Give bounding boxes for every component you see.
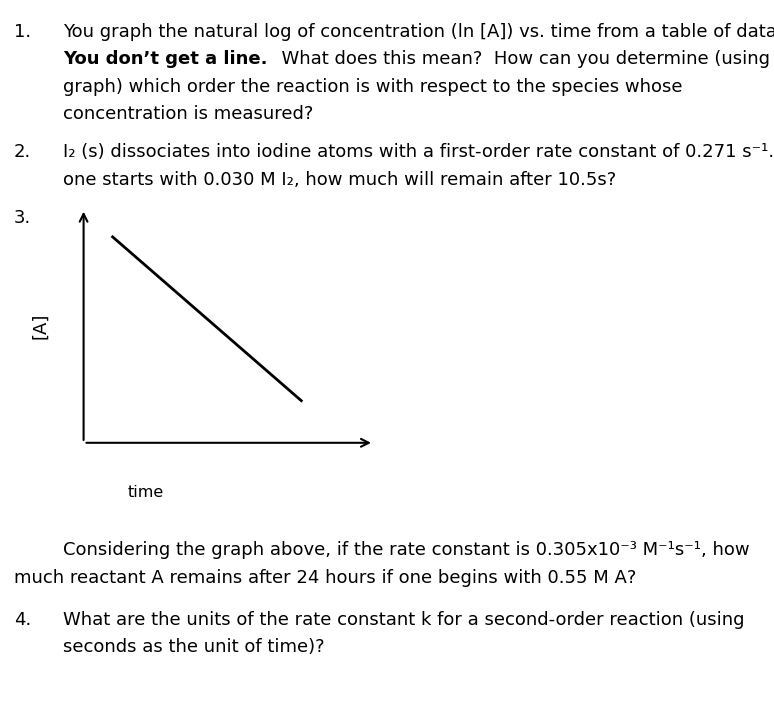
Text: 4.: 4. <box>14 611 31 629</box>
Text: What are the units of the rate constant k for a second-order reaction (using: What are the units of the rate constant … <box>63 611 745 629</box>
Text: much reactant A remains after 24 hours if one begins with 0.55 M A?: much reactant A remains after 24 hours i… <box>14 569 636 587</box>
Text: You don’t get a line.: You don’t get a line. <box>63 50 268 68</box>
Text: graph) which order the reaction is with respect to the species whose: graph) which order the reaction is with … <box>63 78 683 96</box>
Text: You graph the natural log of concentration (ln [A]) vs. time from a table of dat: You graph the natural log of concentrati… <box>63 23 774 41</box>
Text: concentration is measured?: concentration is measured? <box>63 105 313 123</box>
Text: one starts with 0.030 M I₂, how much will remain after 10.5s?: one starts with 0.030 M I₂, how much wil… <box>63 171 617 189</box>
Text: 1.: 1. <box>14 23 31 41</box>
Text: What does this mean?  How can you determine (using a: What does this mean? How can you determi… <box>269 50 774 68</box>
Text: time: time <box>127 485 163 500</box>
Text: seconds as the unit of time)?: seconds as the unit of time)? <box>63 638 325 656</box>
Text: 2.: 2. <box>14 143 31 161</box>
Text: I₂ (s) dissociates into iodine atoms with a first-order rate constant of 0.271 s: I₂ (s) dissociates into iodine atoms wit… <box>63 143 774 161</box>
Text: 3.: 3. <box>14 209 31 227</box>
Text: Considering the graph above, if the rate constant is 0.305x10⁻³ M⁻¹s⁻¹, how: Considering the graph above, if the rate… <box>63 541 750 559</box>
Text: [A]: [A] <box>31 312 49 339</box>
